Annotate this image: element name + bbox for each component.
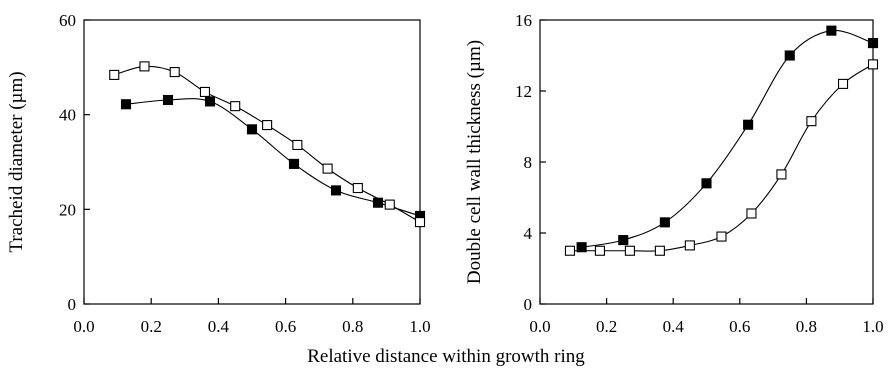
data-point-open-square bbox=[594, 245, 605, 256]
data-point-open-square bbox=[322, 163, 333, 174]
data-point-open-square bbox=[169, 67, 180, 78]
data-point-open-square bbox=[776, 169, 787, 180]
chart-panel-2: 0 4 8 12 16 0.0 0.2 0.4 0.6 0.8 1.0 Double cell wal… bbox=[464, 11, 884, 336]
data-point-filled-square bbox=[246, 124, 258, 135]
x-tick-label: 0.4 bbox=[663, 317, 685, 336]
data-point-open-square bbox=[564, 245, 576, 256]
data-point-filled-square bbox=[659, 217, 670, 228]
x-tick-label: 0.2 bbox=[596, 317, 617, 336]
data-point-filled-square bbox=[576, 242, 587, 253]
y-tick-label: 12 bbox=[515, 82, 532, 101]
y-axis-label: Tracheid diameter (µm) bbox=[6, 71, 27, 252]
data-point-filled-square bbox=[701, 178, 712, 189]
x-tick-label: 0.0 bbox=[529, 317, 550, 336]
y-tick-label: 60 bbox=[59, 11, 76, 30]
data-point-open-square bbox=[684, 240, 695, 251]
data-point-filled-square bbox=[867, 38, 879, 49]
y-tick-label: 20 bbox=[59, 200, 76, 219]
y-tick-label: 0 bbox=[68, 295, 77, 314]
data-point-open-square bbox=[837, 78, 849, 89]
data-point-open-square bbox=[292, 139, 303, 151]
y-tick-label: 0 bbox=[524, 295, 533, 314]
shared-x-axis-label: Relative distance within growth ring bbox=[307, 346, 585, 367]
data-point-open-square bbox=[230, 101, 241, 112]
series-line-filled-square bbox=[581, 29, 874, 248]
x-tick-label: 0.0 bbox=[73, 317, 94, 336]
x-tick-label: 0.4 bbox=[208, 317, 230, 336]
data-point-open-square bbox=[716, 231, 727, 242]
x-tick-label: 0.8 bbox=[342, 317, 363, 336]
y-tick-label: 16 bbox=[515, 11, 532, 30]
data-point-open-square bbox=[746, 208, 757, 219]
data-point-filled-square bbox=[743, 119, 754, 130]
data-point-open-square bbox=[139, 61, 150, 72]
data-point-filled-square bbox=[826, 25, 837, 36]
y-tick-label: 8 bbox=[524, 153, 533, 172]
series-line-open-square bbox=[569, 63, 874, 252]
y-tick-label: 4 bbox=[524, 224, 533, 243]
plot-frame bbox=[539, 19, 874, 305]
data-point-open-square bbox=[262, 120, 273, 131]
x-tick-label: 0.8 bbox=[796, 317, 817, 336]
data-point-filled-square bbox=[288, 158, 300, 169]
data-point-filled-square bbox=[120, 99, 132, 110]
chart-panel-1: 0 20 40 60 0.0 0.2 0.4 0.6 0.8 1.0 Tracheid diamet… bbox=[6, 11, 431, 336]
x-tick-label: 1.0 bbox=[862, 317, 883, 336]
data-point-filled-square bbox=[204, 96, 216, 107]
data-point-open-square bbox=[384, 199, 395, 210]
data-point-open-square bbox=[867, 59, 879, 70]
x-tick-label: 0.6 bbox=[729, 317, 750, 336]
y-axis-label: Double cell wall thickness (µm) bbox=[464, 40, 485, 284]
y-tick-label: 40 bbox=[59, 106, 76, 125]
data-point-open-square bbox=[654, 245, 665, 256]
data-point-open-square bbox=[352, 182, 363, 194]
data-point-open-square bbox=[414, 217, 426, 228]
plot-frame bbox=[83, 19, 421, 305]
data-point-filled-square bbox=[784, 50, 795, 61]
data-point-filled-square bbox=[618, 235, 629, 246]
x-tick-label: 0.2 bbox=[141, 317, 162, 336]
data-point-open-square bbox=[624, 245, 635, 256]
data-point-open-square bbox=[806, 116, 817, 127]
x-tick-label: 0.6 bbox=[275, 317, 296, 336]
x-tick-label: 1.0 bbox=[409, 317, 430, 336]
data-point-open-square bbox=[199, 86, 211, 97]
data-point-filled-square bbox=[162, 94, 174, 106]
data-point-filled-square bbox=[330, 185, 342, 196]
data-point-open-square bbox=[109, 69, 120, 80]
